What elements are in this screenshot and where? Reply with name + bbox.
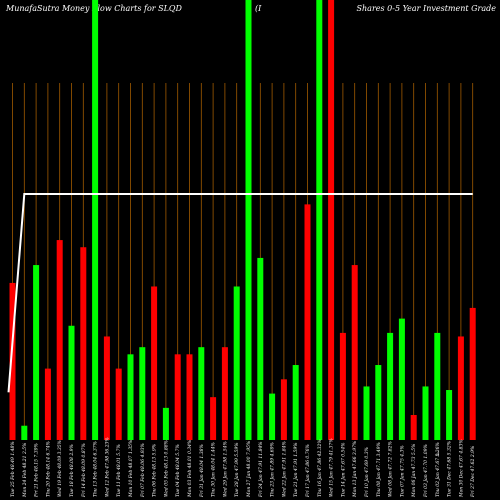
tick-layer: Tue 25 Feb 48.49 1.48% Mon 24 Feb 48.21 2… [10,437,476,498]
x-tick-label: Wed 22 Jan 47.91 1.84% [281,441,287,497]
bar [56,240,63,440]
x-tick-label: Tue 14 Jan 47.67 0.54% [340,442,346,497]
bar [9,282,16,440]
bar [33,265,40,440]
bar [304,204,311,440]
bar [316,0,323,440]
x-tick-label: Tue 28 Jan 47.99 5.59% [234,442,240,497]
bar [68,325,75,440]
x-tick-label: Mon 24 Feb 48.21 2.5% [22,443,28,498]
bar [351,265,358,440]
bar [92,0,99,440]
x-tick-label: Tue 25 Feb 48.49 1.48% [10,441,16,497]
bar [198,347,205,440]
x-tick-label: Thu 16 Jan 47.86 42.32% [317,439,323,497]
bar [127,354,134,440]
bar [174,354,181,440]
x-tick-label: Tue 21 Jan 47.91 1.59% [293,442,299,497]
x-tick-label: Tue 31 Dec 47.68 5.32% [447,441,453,497]
x-tick-label: Fri 10 Jan 47.69 0.3% [364,447,370,498]
x-tick-label: Thu 13 Feb 48.04 6.37% [93,441,99,497]
x-tick-label: Thu 08 Jan 47.71 3.49% [376,442,382,497]
x-tick-label: Tue 04 Feb 48.04 5.7% [175,444,181,497]
bar [422,386,429,440]
x-tick-label: Tue 11 Feb 48.01 5.7% [116,444,122,497]
bar-layer [9,0,476,440]
bar [339,332,346,440]
x-tick-label: Fri 24 Jan 47.91 11.84% [258,441,264,498]
bar [21,425,28,440]
bar [457,336,464,440]
bar [210,397,217,440]
x-tick-label: Mon 13 Jan 47.66 3.97% [352,441,358,498]
x-tick-label: Mon 03 Feb 48.01 0.34% [187,440,193,498]
bar [446,390,453,440]
chart-title-right: Shares 0-5 Year Investment Grade [356,4,496,13]
bar [410,415,417,440]
x-tick-label: Tue 07 Jan 47.75 4.3% [399,445,405,497]
bar [115,368,122,440]
bar [375,365,382,440]
bar [151,286,158,440]
x-tick-label: Mon 10 Feb 48.07 1.35% [128,440,134,498]
bar [469,307,476,440]
x-tick-label: Mon 06 Jan 47.73 5.5% [411,444,417,498]
bar [398,318,405,440]
x-tick-label: Wed 12 Feb 47.98 36.23% [104,437,110,497]
x-tick-label: Thu 20 Feb 48.14 6.74% [45,441,51,497]
bar [233,286,240,440]
x-tick-label: Fri 21 Feb 48.15 7.39% [34,443,40,498]
x-tick-label: Tue 18 Feb 48.08 2.9% [69,444,75,497]
bar [292,365,299,440]
bar [103,336,110,440]
bar [139,347,146,440]
bar [221,347,228,440]
x-tick-label: Wed 29 Jan 47.98 1.54% [222,441,228,497]
bar [257,257,264,440]
bar [434,332,441,440]
x-tick-label: Thu 30 Jan 48.04 1.44% [211,442,217,497]
bar [245,0,252,440]
x-tick-label: Thu 02 Jan 47.67 5.26% [435,442,441,497]
bar [363,386,370,440]
x-tick-label: Wed 19 Feb 48.09 3.35% [57,440,63,497]
bar [387,332,394,440]
x-tick-label: Wed 05 Feb 48.13 0.88% [163,440,169,497]
bar [44,368,51,440]
x-tick-label: Thu 06 Feb 48.13 5.9% [152,444,158,497]
x-tick-label: Mon 30 Dec 47.67 4.83% [458,439,464,498]
x-tick-label: Fri 07 Feb 48.06 4.93% [140,443,146,498]
bar [186,354,193,440]
bar [269,393,276,440]
series-line [7,193,473,393]
x-tick-label: Fri 17 Jan 47.86 0.76% [305,444,311,498]
bar [80,247,87,440]
x-tick-label: Wed 15 Jan 47.79 41.37% [329,438,335,497]
x-tick-label: Fri 27 Dec 47.62 2.9% [470,446,476,498]
x-tick-label: Fri 03 Jan 47.70 1.09% [423,444,429,498]
x-tick-label: 0 [436,452,439,458]
x-tick-label: Fri 14 Feb 48.09 0.87% [81,443,87,498]
x-tick-label: Fri 31 Jan 48.04 1.38% [199,444,205,498]
bar [328,0,335,440]
x-tick-label: Wed 08 Jan 47.72 7.82% [388,441,394,497]
x-tick-label: Thu 23 Jan 47.89 4.69% [270,442,276,497]
bar [162,407,169,440]
x-tick-label: Mon 27 Jan 48.00 7.95% [246,441,252,498]
chart-title-middle: (I [255,4,262,13]
line-layer [7,193,473,393]
bar [280,379,287,440]
